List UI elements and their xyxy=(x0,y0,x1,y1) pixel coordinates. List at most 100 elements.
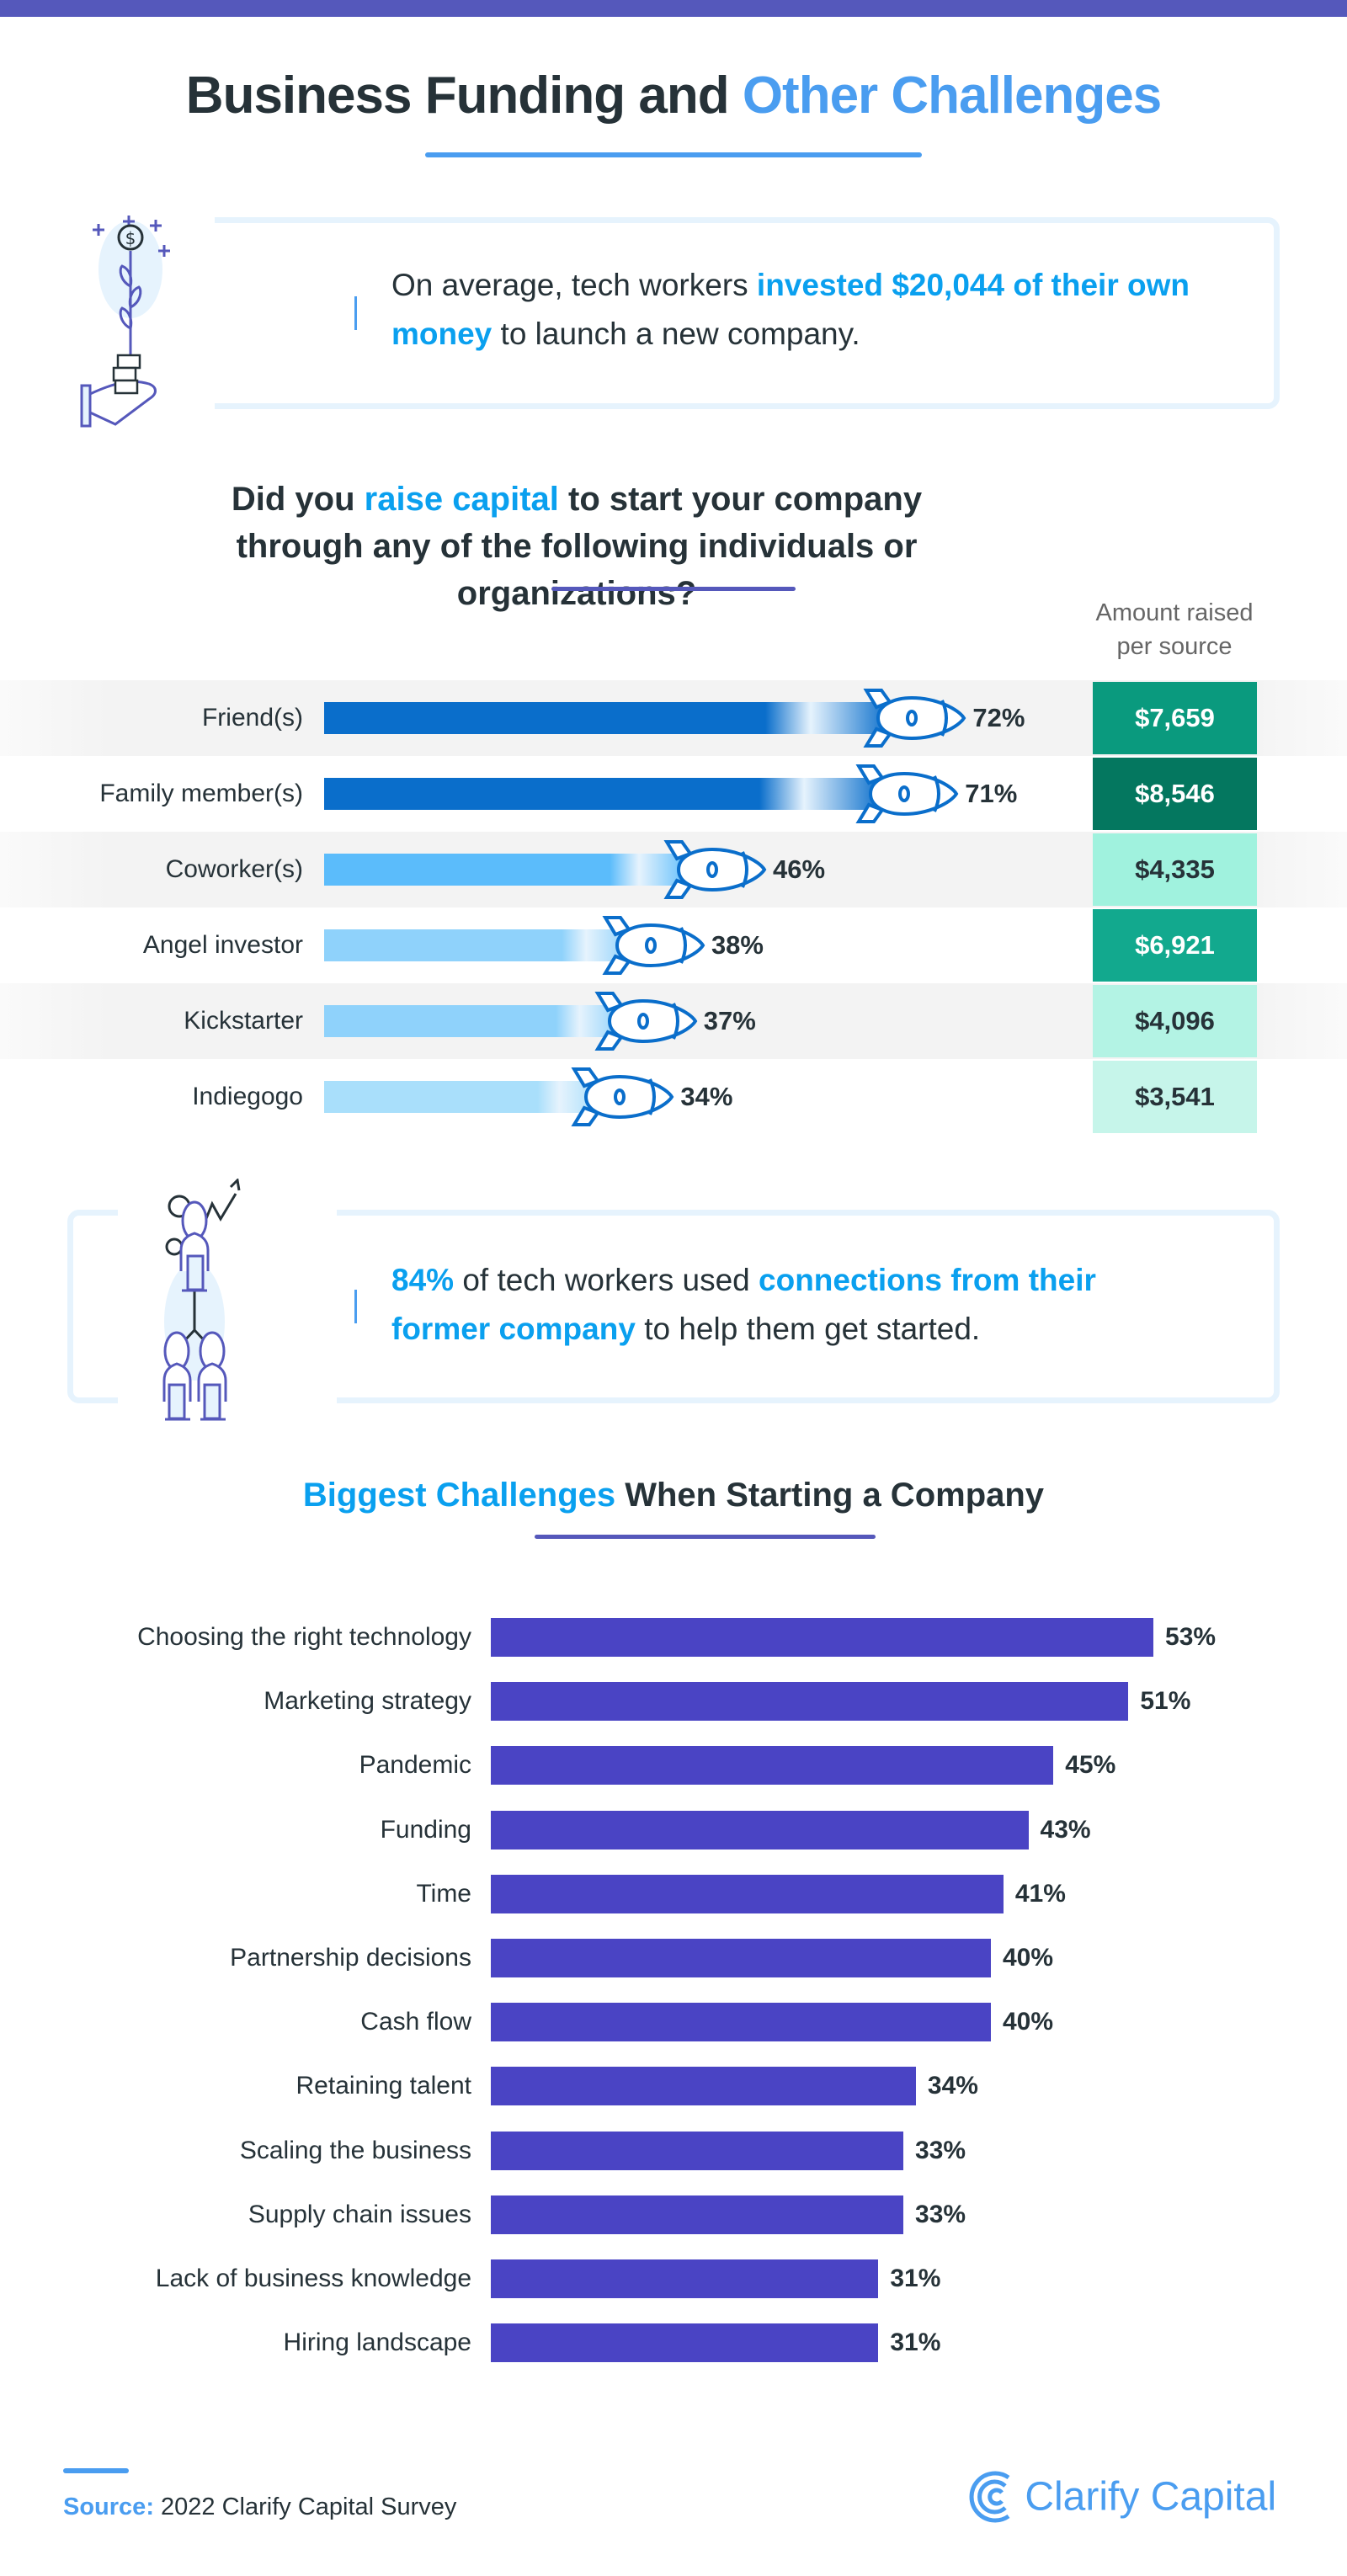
challenge-value-label: 45% xyxy=(1065,1751,1116,1780)
challenges-underline xyxy=(535,1535,876,1539)
clarify-capital-logo-icon xyxy=(969,2471,1010,2523)
question-text: to start your company through any of the… xyxy=(236,481,923,612)
question-text: Did you xyxy=(231,481,365,518)
page-title: Business Funding and Other Challenges xyxy=(0,66,1347,125)
challenge-value-label: 40% xyxy=(1003,1944,1054,1972)
funding-label: Indiegogo xyxy=(192,1083,303,1110)
source-text: 2022 Clarify Capital Survey xyxy=(153,2494,457,2520)
challenge-label: Funding xyxy=(380,1815,471,1844)
funding-bar xyxy=(324,702,891,734)
challenges-title: Biggest Challenges When Starting a Compa… xyxy=(0,1472,1347,1519)
stat-text: to launch a new company. xyxy=(492,317,860,351)
challenge-value-label: 31% xyxy=(890,2265,941,2292)
rocket-icon xyxy=(863,689,966,748)
rocket-icon xyxy=(594,992,698,1051)
challenge-label: Choosing the right technology xyxy=(137,1623,471,1651)
challenges-chart: Choosing the right technology 53% Marketi… xyxy=(0,1599,1347,2363)
title-underline xyxy=(425,152,922,157)
stat-highlight: invested $20,044 of their own money xyxy=(391,268,1190,351)
rocket-icon xyxy=(602,916,705,975)
stat-connections-text: 84% of tech workers used connections fro… xyxy=(391,1256,1200,1354)
amount-raised-cell: $8,546 xyxy=(1093,758,1257,830)
challenge-label: Cash flow xyxy=(360,2008,471,2036)
amount-raised-cell: $3,541 xyxy=(1093,1061,1257,1133)
funding-value-label: 46% xyxy=(772,854,826,884)
amount-column-header: Amount raised per source xyxy=(1095,599,1254,660)
funding-bar xyxy=(324,1005,621,1037)
funding-row: Angel investor 38% $6,921 xyxy=(0,907,1347,983)
challenge-bar xyxy=(491,2131,904,2170)
challenges-title-highlight: Biggest Challenges xyxy=(302,1477,616,1514)
challenge-value-label: 33% xyxy=(915,2136,966,2164)
challenge-bar xyxy=(491,1618,1154,1657)
logo-text: Clarify Capital xyxy=(1025,2474,1277,2520)
challenge-value-label: 31% xyxy=(890,2329,941,2357)
challenge-label: Marketing strategy xyxy=(264,1687,471,1716)
funding-bar xyxy=(324,1081,599,1113)
funding-label: Coworker(s) xyxy=(165,855,303,883)
challenge-label: Hiring landscape xyxy=(283,2329,471,2357)
challenges-title-rest: When Starting a Company xyxy=(615,1477,1045,1514)
amount-raised-cell: $7,659 xyxy=(1093,682,1257,754)
funding-value-label: 38% xyxy=(711,930,764,960)
challenge-bar xyxy=(491,1874,1004,1913)
challenge-value-label: 51% xyxy=(1140,1687,1191,1716)
rocket-icon xyxy=(855,764,959,823)
stat-text: to help them get started. xyxy=(635,1312,981,1346)
challenge-value-label: 40% xyxy=(1003,2008,1054,2036)
funding-label: Friend(s) xyxy=(201,704,303,732)
challenge-bar xyxy=(491,1682,1129,1722)
rocket-icon xyxy=(571,1067,674,1126)
source-label: Source: xyxy=(63,2494,154,2520)
funding-label: Family member(s) xyxy=(99,780,303,807)
funding-value-label: 37% xyxy=(703,1006,756,1035)
challenge-value-label: 33% xyxy=(915,2200,966,2228)
funding-sources-chart: Friend(s) 72% $7,659 Family member(s) 71%… xyxy=(0,680,1347,1135)
amount-raised-cell: $6,921 xyxy=(1093,909,1257,982)
challenge-bar xyxy=(491,2067,916,2106)
stat-divider xyxy=(354,1290,357,1323)
question-underline xyxy=(551,587,796,591)
source-accent xyxy=(63,2468,129,2473)
source-note: Source: 2022 Clarify Capital Survey xyxy=(63,2494,456,2521)
challenge-label: Retaining talent xyxy=(295,2072,471,2100)
funding-row: Indiegogo 34% $3,541 xyxy=(0,1059,1347,1135)
funding-question: Did you raise capital to start your comp… xyxy=(0,476,1347,617)
challenge-bar xyxy=(491,2259,879,2298)
challenge-value-label: 34% xyxy=(927,2072,978,2100)
funding-value-label: 71% xyxy=(965,779,1018,808)
funding-row: Friend(s) 72% $7,659 xyxy=(0,680,1347,756)
stat-text: of tech workers used xyxy=(454,1263,759,1297)
title-part-1: Business Funding and xyxy=(185,67,743,125)
top-accent-bar xyxy=(0,0,1347,17)
challenge-bar xyxy=(491,1810,1029,1850)
stat-divider xyxy=(354,296,357,330)
funding-label: Angel investor xyxy=(142,931,303,959)
funding-row: Kickstarter 37% $4,096 xyxy=(0,983,1347,1059)
challenge-label: Time xyxy=(416,1879,471,1908)
funding-bar xyxy=(324,929,629,961)
question-highlight: raise capital xyxy=(364,481,559,518)
stat-text: On average, tech workers xyxy=(391,268,757,302)
challenge-bar xyxy=(491,2323,879,2363)
funding-value-label: 72% xyxy=(972,703,1025,732)
challenge-value-label: 43% xyxy=(1040,1815,1091,1844)
funding-bar xyxy=(324,778,883,810)
amount-raised-cell: $4,096 xyxy=(1093,985,1257,1057)
svg-text:$: $ xyxy=(125,228,136,248)
challenge-label: Pandemic xyxy=(359,1751,471,1780)
funding-label: Kickstarter xyxy=(184,1007,303,1035)
challenge-bar xyxy=(491,1939,991,1977)
funding-row: Family member(s) 71% $8,546 xyxy=(0,756,1347,832)
stat-highlight: 84% xyxy=(391,1263,455,1297)
challenge-label: Supply chain issues xyxy=(248,2200,471,2228)
network-people-icon xyxy=(118,1177,337,1427)
challenge-bar xyxy=(491,2195,904,2234)
stat-highlight: connections from their former company xyxy=(391,1263,1096,1346)
funding-value-label: 34% xyxy=(680,1082,733,1111)
challenge-bar xyxy=(491,1746,1054,1786)
challenge-label: Partnership decisions xyxy=(230,1944,471,1972)
challenge-value-label: 41% xyxy=(1014,1879,1066,1908)
challenge-label: Lack of business knowledge xyxy=(155,2265,471,2292)
clarify-capital-logo: Clarify Capital xyxy=(966,2471,1276,2523)
